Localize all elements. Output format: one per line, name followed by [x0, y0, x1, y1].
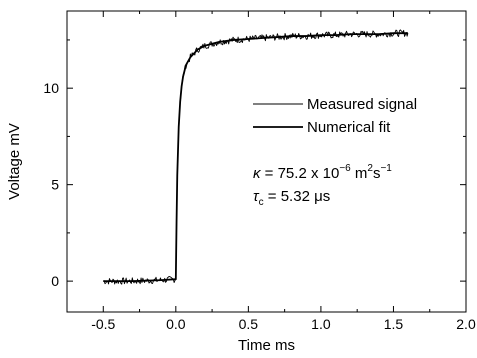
- series-group: [103, 29, 409, 285]
- kappa-unit2: s: [373, 165, 381, 182]
- x-axis-label: Time ms: [238, 337, 295, 354]
- kappa-symbol: κ: [253, 165, 262, 182]
- tau-value: = 5.32 μs: [264, 188, 331, 205]
- y-tick-label: 10: [43, 80, 59, 96]
- plot-frame: [66, 10, 467, 313]
- axis-ticks: -0.5 0.0 0.5 1.0 1.5 2.0 0 5 10: [43, 11, 476, 332]
- x-tick-label: 1.5: [384, 316, 404, 332]
- legend-label-measured-signal: Measured signal: [307, 96, 417, 113]
- kappa-exp1: −6: [339, 163, 351, 174]
- x-tick-label: 0.5: [239, 316, 259, 332]
- plot-area-border: [66, 10, 467, 313]
- series-line-numerical-fit: [103, 32, 408, 283]
- x-tick-label: 2.0: [456, 316, 476, 332]
- kappa-value: = 75.2 x 10: [261, 165, 340, 182]
- legend-label-numerical-fit: Numerical fit: [307, 119, 391, 136]
- y-tick-label: 0: [51, 273, 59, 289]
- series-line-measured-signal: [103, 29, 409, 285]
- tau-subscript: c: [259, 197, 264, 208]
- annotation-tau: τc = 5.32 μs: [253, 188, 330, 208]
- tau-symbol: τ: [253, 188, 260, 205]
- x-tick-label: 1.0: [311, 316, 331, 332]
- legend: Measured signal Numerical fit: [253, 96, 417, 136]
- y-axis-label: Voltage mV: [6, 123, 23, 200]
- kappa-exp2: 2: [367, 163, 373, 174]
- kappa-unit: m: [351, 165, 368, 182]
- annotation-kappa: κ = 75.2 x 10−6 m2s−1: [253, 163, 392, 182]
- x-tick-label: 0.0: [166, 316, 186, 332]
- kappa-exp3: −1: [380, 163, 392, 174]
- y-tick-label: 5: [51, 177, 59, 193]
- x-tick-label: -0.5: [91, 316, 115, 332]
